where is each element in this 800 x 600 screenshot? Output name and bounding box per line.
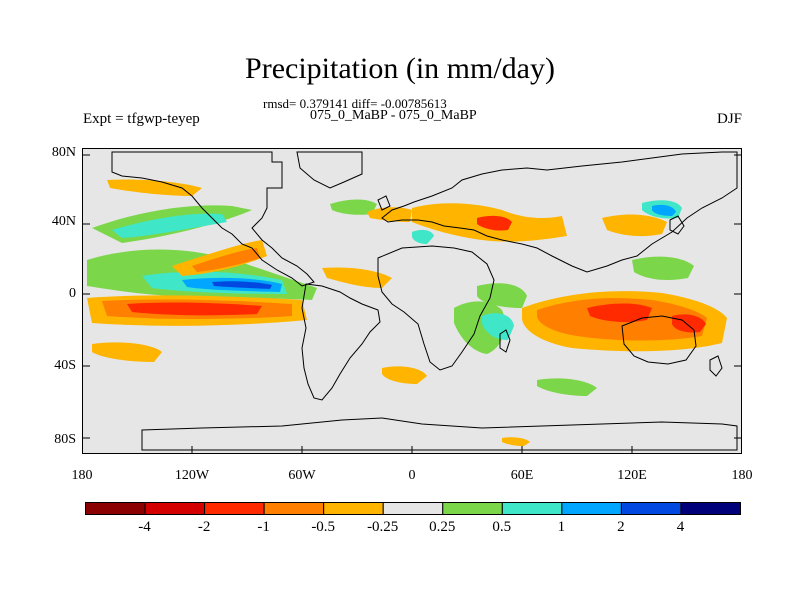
sio-red [587,303,652,323]
map-ticks [82,154,742,454]
colorbar-label: 0.25 [429,519,456,535]
lat-label-0: 0 [69,286,76,301]
colorbar-box [144,502,206,515]
mideast-cyan [412,229,434,244]
antarctica-outline [141,417,738,451]
pacific-red-core [127,302,262,316]
colorbar-label: -0.25 [367,519,399,535]
greenland-outline [296,151,363,189]
madagascar-outline [499,329,511,353]
colorbar-box [561,502,622,515]
colorbar [85,502,741,515]
experiment-label: Expt = tfgwp-teyep [83,111,200,127]
lat-label-80n: 80N [51,145,76,160]
anomaly-fields [87,179,727,446]
africa-outline [377,245,495,371]
colorbar-box [620,502,682,515]
australia-outline [621,315,697,365]
uk-outline [377,195,391,211]
eurasia-outline [381,151,738,273]
lat-label-40s: 40S [54,358,76,373]
colorbar-label: -2 [197,519,211,535]
figure-title: Precipitation (in mm/day) [245,52,555,85]
colorbar-label: 1 [557,519,566,535]
colorbar-box [501,502,563,515]
experiment-pair: 075_0_MaBP - 075_0_MaBP [310,108,477,123]
antarctic-orange [502,437,530,446]
colorbar-box [85,502,146,515]
nwpac-blue [652,204,676,216]
colorbar-label: 4 [676,519,685,535]
colorbar-box [680,502,741,515]
nz-outline [709,355,723,377]
colorbar-label: 0.5 [492,519,512,535]
south-america-outline [301,283,381,401]
colorbar-label: 2 [617,519,625,535]
easia-orange [602,214,667,237]
npac-orange-north [107,179,202,196]
precipitation-map [82,148,742,454]
atlantic-orange [322,267,392,288]
colorbar-box [323,502,384,515]
so-orange-2 [382,366,427,384]
wpac-green [632,256,694,280]
io-green [477,283,527,308]
colorbar-label: -4 [138,519,151,535]
colorbar-box [442,502,503,515]
coastlines [111,151,738,451]
season-label: DJF [716,111,742,127]
map-frame [82,148,742,454]
io-cyan [482,313,514,340]
npac-dark-band [192,248,260,272]
lon-label-120w: 120W [174,468,210,483]
npac-storm-cyan [112,213,227,238]
lon-label-0: 0 [408,468,416,483]
colorbar-box [263,502,325,515]
colorbar-boxes [85,502,741,515]
colorbar-box [204,502,265,515]
sio-red-2 [672,314,706,333]
colorbar-label: -0.5 [311,519,336,535]
lat-label-80s: 80S [54,432,76,447]
north-america-outline [111,151,315,287]
stats-line: rmsd= 0.379141 diff= -0.00785613 [263,96,447,111]
lon-label-180e: 180 [731,468,753,483]
lon-label-60e: 60E [510,468,534,483]
colorbar-box [382,502,444,515]
colorbar-label: -1 [257,519,270,535]
japan-outline [669,215,685,235]
lat-label-40n: 40N [51,214,76,229]
lon-label-60w: 60W [288,468,316,483]
lon-label-120e: 120E [617,468,647,483]
so-orange-1 [92,342,162,362]
lon-label-180w: 180 [71,468,93,483]
atlantic-green [330,199,377,215]
eurasia-red [477,215,512,231]
so-green [537,378,597,396]
med-orange [367,207,412,222]
pacific-blue-core [212,281,272,289]
